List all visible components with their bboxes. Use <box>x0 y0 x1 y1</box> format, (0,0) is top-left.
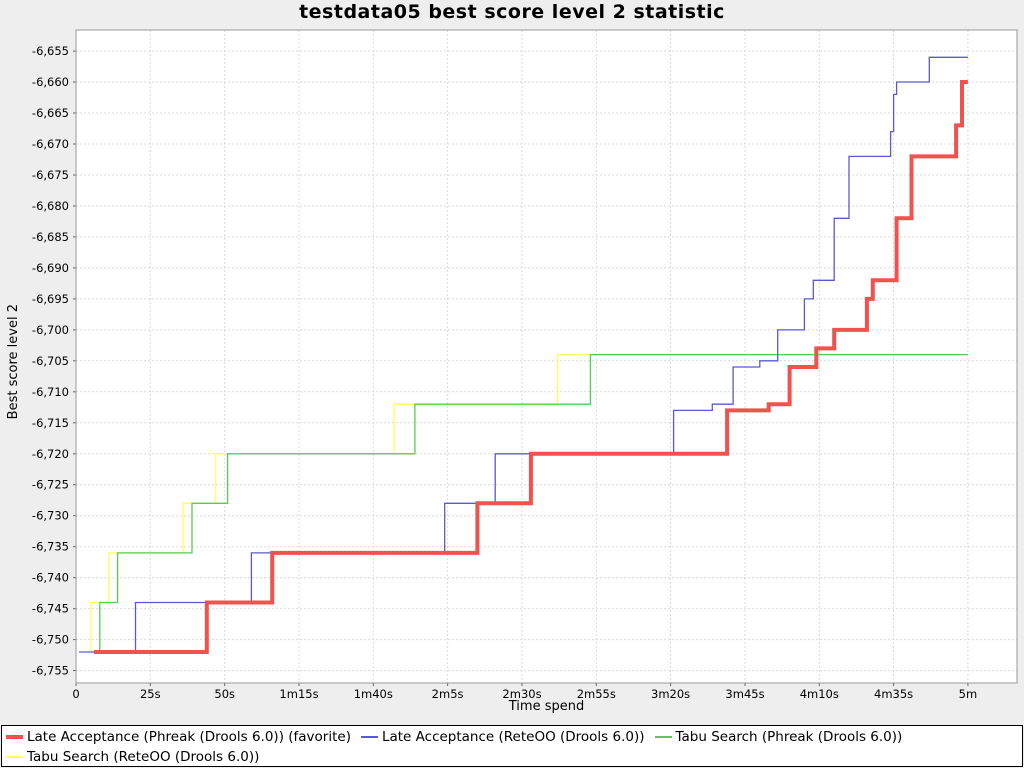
legend-item-late-acceptance-reteoo: Late Acceptance (ReteOO (Drools 6.0)) <box>360 727 645 747</box>
y-tick-label: -6,715 <box>32 416 69 430</box>
y-tick-label: -6,695 <box>32 292 69 306</box>
legend-label-late-acceptance-reteoo: Late Acceptance (ReteOO (Drools 6.0)) <box>381 729 645 745</box>
x-tick-label: 1m15s <box>279 687 318 701</box>
legend-swatch-tabu-search-phreak <box>654 736 672 738</box>
y-tick-label: -6,750 <box>32 633 69 647</box>
plot-border <box>75 29 1018 684</box>
y-tick-label: -6,710 <box>32 385 69 399</box>
legend-swatch-late-acceptance-phreak <box>6 735 23 739</box>
legend-item-tabu-search-reteoo: Tabu Search (ReteOO (Drools 6.0)) <box>6 747 259 767</box>
y-tick-label: -6,665 <box>32 106 69 120</box>
legend-item-tabu-search-phreak: Tabu Search (Phreak (Drools 6.0)) <box>654 727 903 747</box>
y-tick-label: -6,670 <box>32 137 69 151</box>
legend-label-tabu-search-phreak: Tabu Search (Phreak (Drools 6.0)) <box>675 729 903 745</box>
y-tick-label: -6,705 <box>32 354 69 368</box>
x-axis-label: Time spend <box>508 699 585 714</box>
x-tick-label: 25s <box>140 687 161 701</box>
y-tick-label: -6,680 <box>32 199 69 213</box>
x-tick-label: 3m20s <box>651 687 690 701</box>
legend-label-late-acceptance-phreak: Late Acceptance (Phreak (Drools 6.0)) (f… <box>27 729 351 745</box>
y-tick-label: -6,675 <box>32 168 69 182</box>
x-tick-label: 50s <box>214 687 235 701</box>
x-tick-label: 4m10s <box>800 687 839 701</box>
x-tick-label: 4m35s <box>874 687 913 701</box>
x-tick-label: 5m <box>959 687 978 701</box>
legend-item-late-acceptance-phreak: Late Acceptance (Phreak (Drools 6.0)) (f… <box>6 727 351 747</box>
x-tick-label: 3m45s <box>725 687 764 701</box>
series-line-late-acceptance-phreak <box>93 80 968 654</box>
plot-area: -6,655 -6,660 -6,665 -6,670 -6,675 -6,680 -6,6… <box>32 29 1018 701</box>
legend-swatch-tabu-search-reteoo <box>6 756 23 758</box>
y-tick-label: -6,720 <box>32 447 69 461</box>
legend-swatch-late-acceptance-reteoo <box>360 736 378 738</box>
y-tick-label: -6,755 <box>32 664 69 678</box>
chart-title: testdata05 best score level 2 statistic <box>299 1 725 23</box>
x-tick-label: 2m30s <box>502 687 541 701</box>
y-tick-label: -6,740 <box>32 571 69 585</box>
x-tick-label: 2m5s <box>432 687 464 701</box>
plot-background <box>76 30 1017 683</box>
x-tick-label: 1m40s <box>354 687 393 701</box>
series-line-late-acceptance-reteoo <box>79 56 968 653</box>
legend-label-tabu-search-reteoo: Tabu Search (ReteOO (Drools 6.0)) <box>27 749 260 765</box>
y-tick-label: -6,655 <box>32 44 69 58</box>
y-tick-label: -6,660 <box>32 75 69 89</box>
y-tick-label: -6,685 <box>32 230 69 244</box>
y-tick-label: -6,725 <box>32 478 69 492</box>
series-line-tabu-search-phreak <box>96 353 968 653</box>
x-tick-label: 2m55s <box>577 687 616 701</box>
legend: Late Acceptance (Phreak (Drools 6.0)) (f… <box>1 725 1023 767</box>
x-tick-label: 0 <box>72 687 79 701</box>
y-tick-label: -6,690 <box>32 261 69 275</box>
y-tick-label: -6,735 <box>32 540 69 554</box>
y-axis-label: Best score level 2 <box>6 304 21 420</box>
y-tick-label: -6,745 <box>32 602 69 616</box>
y-tick-label: -6,700 <box>32 323 69 337</box>
y-tick-label: -6,730 <box>32 509 69 523</box>
